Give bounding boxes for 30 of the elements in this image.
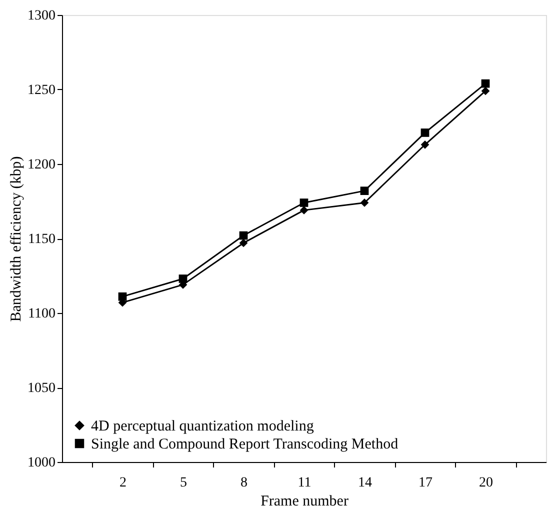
point bbox=[481, 79, 490, 88]
point bbox=[481, 86, 490, 96]
legend-label: 4D perceptual quantization modeling bbox=[91, 418, 314, 434]
point bbox=[178, 274, 188, 283]
point bbox=[118, 292, 127, 301]
x-axis-title: Frame number bbox=[260, 494, 348, 510]
legend-label: Single and Compound Report Transcoding Method bbox=[91, 436, 399, 452]
point bbox=[420, 128, 430, 137]
point bbox=[239, 231, 248, 240]
y-tick-label: 1100 bbox=[28, 306, 56, 322]
y-tick-label: 1150 bbox=[28, 232, 56, 247]
point bbox=[239, 238, 248, 248]
point bbox=[300, 198, 308, 207]
y-tick-label: 1300 bbox=[28, 8, 56, 24]
x-tick-label: 2 bbox=[120, 476, 126, 490]
x-tick-label: 8 bbox=[240, 476, 248, 490]
x-tick-label: 20 bbox=[479, 476, 493, 490]
y-axis-title: Bandwidth efficiency (kbp) bbox=[8, 156, 24, 322]
point bbox=[360, 198, 369, 207]
point bbox=[420, 140, 430, 149]
x-tick-label: 5 bbox=[180, 476, 187, 490]
y-tick-label: 1050 bbox=[28, 381, 56, 396]
x-tick-label: 14 bbox=[358, 476, 372, 490]
x-tick-label: 17 bbox=[418, 476, 432, 490]
x-tick-label: 11 bbox=[298, 476, 312, 490]
y-tick-label: 1250 bbox=[28, 83, 56, 98]
point bbox=[300, 206, 308, 214]
point bbox=[360, 186, 369, 196]
y-tick-label: 1000 bbox=[28, 456, 56, 470]
y-tick-label: 1200 bbox=[28, 158, 56, 172]
